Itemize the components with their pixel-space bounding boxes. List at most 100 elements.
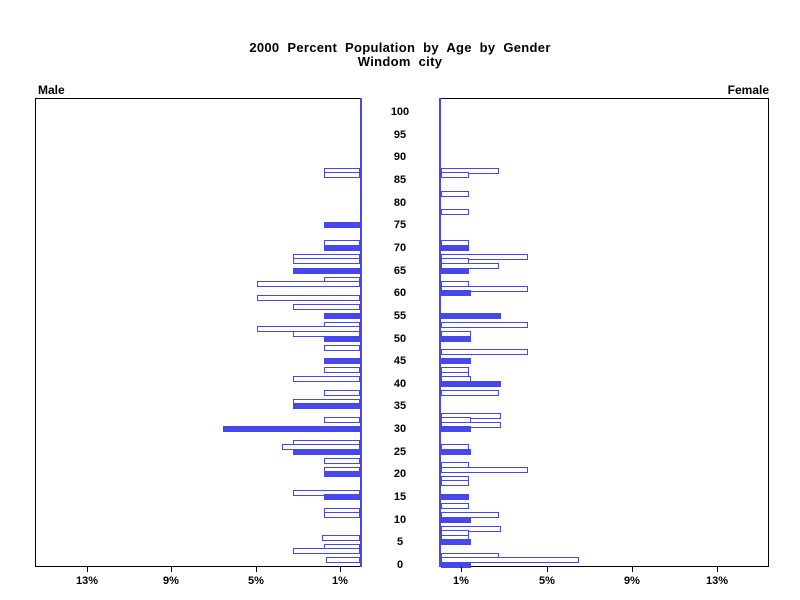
male-tick-13pct — [87, 567, 88, 572]
female-tick-5pct — [547, 567, 548, 572]
male-bar-age-57 — [293, 304, 360, 310]
age-label-35: 35 — [393, 400, 407, 412]
female-tick-1pct — [461, 567, 462, 572]
male-tick-label-5pct: 5% — [248, 575, 264, 587]
female-bar-age-66 — [441, 263, 499, 269]
male-tick-label-9pct: 9% — [163, 575, 179, 587]
age-label-60: 60 — [393, 287, 407, 299]
male-bar-age-23 — [324, 458, 360, 464]
female-bar-age-25 — [441, 449, 471, 455]
age-label-70: 70 — [393, 242, 407, 254]
female-bar-age-47 — [441, 349, 528, 355]
male-bar-age-65 — [293, 268, 360, 274]
male-tick-9pct — [171, 567, 172, 572]
female-panel-label: Female — [727, 83, 769, 97]
male-bar-age-43 — [324, 367, 360, 373]
female-bar-age-30 — [441, 426, 471, 432]
age-label-95: 95 — [393, 129, 407, 141]
female-bar-age-21 — [441, 467, 528, 473]
male-bar-age-32 — [324, 417, 360, 423]
female-bar-age-13 — [441, 503, 469, 509]
female-bar-age-8 — [441, 526, 501, 532]
female-tick-label-1pct: 1% — [453, 575, 469, 587]
female-bar-age-0 — [441, 562, 471, 568]
male-bar-age-70 — [324, 245, 360, 251]
male-bar-age-25 — [293, 449, 360, 455]
male-bar-age-6 — [322, 535, 360, 541]
chart-subtitle: Windom city — [357, 54, 443, 69]
male-tick-label-13pct: 13% — [75, 575, 99, 587]
age-label-100: 100 — [390, 106, 410, 118]
female-bar-age-53 — [441, 322, 528, 328]
age-label-15: 15 — [393, 491, 407, 503]
male-bar-age-50 — [324, 336, 360, 342]
female-panel-frame — [440, 98, 769, 567]
age-label-20: 20 — [393, 468, 407, 480]
age-label-5: 5 — [396, 536, 404, 548]
male-panel-frame — [35, 98, 361, 567]
male-zero-axis-line — [360, 98, 362, 567]
age-label-40: 40 — [393, 378, 407, 390]
age-label-10: 10 — [393, 514, 407, 526]
female-bar-age-33 — [441, 413, 501, 419]
male-bar-age-41 — [293, 376, 360, 382]
male-bar-age-55 — [324, 313, 360, 319]
age-label-0: 0 — [396, 559, 404, 571]
female-bar-age-50 — [441, 336, 471, 342]
female-bar-age-1 — [441, 557, 579, 563]
female-bar-age-10 — [441, 517, 471, 523]
female-bar-age-70 — [441, 245, 469, 251]
age-label-25: 25 — [393, 446, 407, 458]
age-label-65: 65 — [393, 265, 407, 277]
female-tick-label-13pct: 13% — [705, 575, 729, 587]
female-bar-age-87 — [441, 168, 499, 174]
male-bar-age-1 — [326, 557, 360, 563]
female-bar-age-78 — [441, 209, 469, 215]
female-tick-9pct — [632, 567, 633, 572]
female-bar-age-5 — [441, 539, 471, 545]
female-tick-label-9pct: 9% — [624, 575, 640, 587]
male-panel-label: Male — [38, 83, 65, 97]
age-label-75: 75 — [393, 219, 407, 231]
female-bar-age-61 — [441, 286, 528, 292]
female-tick-13pct — [717, 567, 718, 572]
male-bar-age-75 — [324, 222, 360, 228]
male-bar-age-3 — [293, 548, 360, 554]
female-bar-age-65 — [441, 268, 469, 274]
female-bar-age-86 — [441, 172, 469, 178]
female-bar-age-68 — [441, 254, 528, 260]
age-label-50: 50 — [393, 333, 407, 345]
female-bar-age-18 — [441, 480, 469, 486]
male-bar-age-86 — [324, 172, 360, 178]
female-zero-axis-line — [439, 98, 441, 567]
female-bar-age-15 — [441, 494, 469, 500]
male-tick-5pct — [256, 567, 257, 572]
age-label-45: 45 — [393, 355, 407, 367]
age-label-30: 30 — [393, 423, 407, 435]
male-bar-age-48 — [324, 345, 360, 351]
male-bar-age-35 — [293, 403, 360, 409]
age-label-55: 55 — [393, 310, 407, 322]
female-bar-age-82 — [441, 191, 469, 197]
female-bar-age-38 — [441, 390, 499, 396]
male-bar-age-67 — [293, 258, 360, 264]
chart-title: 2000 Percent Population by Age by Gender — [249, 40, 551, 55]
age-label-85: 85 — [393, 174, 407, 186]
female-bar-age-45 — [441, 358, 471, 364]
male-bar-age-20 — [324, 471, 360, 477]
female-bar-age-55 — [441, 313, 501, 319]
male-bar-age-15 — [324, 494, 360, 500]
male-tick-label-1pct: 1% — [332, 575, 348, 587]
male-bar-age-62 — [257, 281, 360, 287]
female-bar-age-60 — [441, 290, 471, 296]
age-label-80: 80 — [393, 197, 407, 209]
male-bar-age-38 — [324, 390, 360, 396]
female-bar-age-40 — [441, 381, 501, 387]
male-tick-1pct — [340, 567, 341, 572]
female-bar-age-31 — [441, 422, 501, 428]
male-bar-age-11 — [324, 512, 360, 518]
male-bar-age-30 — [223, 426, 360, 432]
male-bar-age-59 — [257, 295, 360, 301]
age-label-90: 90 — [393, 151, 407, 163]
